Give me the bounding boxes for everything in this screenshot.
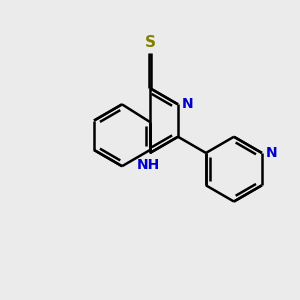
Text: NH: NH bbox=[137, 158, 160, 172]
Text: N: N bbox=[266, 146, 277, 160]
Text: S: S bbox=[145, 35, 155, 50]
Text: N: N bbox=[182, 98, 193, 111]
